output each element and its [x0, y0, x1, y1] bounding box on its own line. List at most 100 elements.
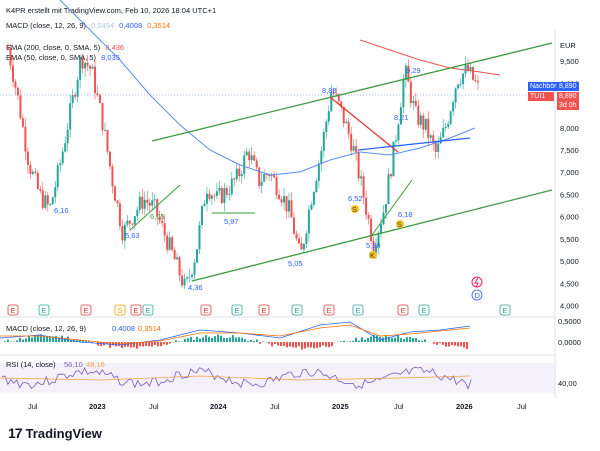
event-marker-shape[interactable]	[471, 289, 483, 301]
macd-hist-bar	[385, 335, 387, 342]
candle-body	[153, 199, 156, 201]
candle-body	[392, 141, 395, 177]
y-tick-label: 5,000	[560, 257, 579, 266]
candle-body	[462, 73, 465, 85]
macd-hist-bar	[199, 338, 201, 342]
event-marker-shape[interactable]	[291, 304, 303, 316]
macd-hist-bar	[277, 342, 279, 346]
macd-hist-bar	[295, 342, 297, 348]
candle-body	[414, 100, 417, 106]
event-marker-label: E	[262, 306, 267, 315]
macd-hist-bar	[367, 337, 369, 342]
candle-body	[141, 196, 144, 209]
x-axis-ticks: Jul 2023 Jul 2024 Jul 2025 Jul 2026 Jul	[28, 402, 527, 411]
candle-body	[218, 187, 221, 192]
annotation-5-97: 5,97	[224, 217, 239, 226]
candle-body	[101, 102, 104, 131]
neckline	[357, 137, 471, 151]
macd-hist-bar	[100, 342, 102, 347]
candle-body	[429, 135, 432, 138]
candle-body	[370, 218, 373, 242]
event-marker-shape[interactable]	[499, 304, 511, 316]
candle-body	[233, 178, 236, 180]
candle-body	[111, 166, 114, 187]
tradingview-brand[interactable]: 17 TradingView	[8, 425, 102, 441]
candle-body	[54, 187, 57, 198]
macd-hist-bar	[10, 341, 12, 342]
event-marker-label: E	[356, 306, 361, 315]
event-marker-shape[interactable]	[130, 304, 142, 316]
candle-body	[71, 94, 74, 104]
candle-body	[171, 237, 174, 250]
event-marker-shape[interactable]	[142, 304, 154, 316]
candle-body	[238, 168, 241, 177]
macd-hist-bar	[460, 342, 462, 347]
event-marker-label: E	[235, 306, 240, 315]
event-marker-shape[interactable]	[7, 304, 19, 316]
candle-body	[188, 276, 191, 278]
candle-body	[424, 118, 427, 130]
macd-hist-bar	[331, 342, 333, 347]
candle-body	[407, 65, 410, 82]
candle-body	[317, 163, 320, 182]
macd-hist-bar	[79, 339, 81, 342]
macd-hist-bar	[163, 342, 165, 345]
macd-hist-bar	[280, 342, 282, 347]
event-marker-shape[interactable]	[80, 304, 92, 316]
candle-body	[434, 142, 437, 152]
candle-body	[300, 243, 303, 250]
candle-body	[220, 187, 223, 203]
candle-body	[255, 160, 258, 168]
macd-hist-bar	[439, 342, 441, 344]
lightning-icon[interactable]	[471, 276, 483, 288]
event-marker-shape[interactable]	[418, 304, 430, 316]
candle-body	[76, 80, 79, 97]
candle-body	[7, 47, 9, 49]
event-marker-shape[interactable]	[200, 304, 212, 316]
ema50-line	[59, 0, 476, 176]
candle-body	[270, 175, 273, 177]
event-marker-shape[interactable]	[323, 304, 335, 316]
annotation-8-88: 8,88	[322, 86, 337, 95]
event-marker-shape[interactable]	[352, 304, 364, 316]
candle-body	[449, 111, 452, 125]
candle-body	[103, 130, 106, 131]
macd-hist-bar	[340, 341, 342, 342]
candle-body	[66, 129, 69, 144]
macd-hist-bar	[211, 337, 213, 342]
candle-body	[439, 137, 442, 144]
macd-hist-bar	[352, 340, 354, 342]
candle-body	[230, 178, 233, 195]
candle-body	[447, 124, 450, 127]
macd-signal-line	[0, 324, 471, 345]
event-marker-label: S	[118, 306, 123, 315]
macd-hist-bar	[142, 342, 144, 347]
macd-hist-bar	[4, 341, 6, 342]
y-tick-label: 6,500	[560, 190, 579, 199]
macd-hist-bar	[424, 339, 426, 342]
macd-hist-bar	[136, 342, 138, 349]
event-marker-shape[interactable]	[397, 304, 409, 316]
candle-body	[210, 195, 213, 199]
x-tick-label: Jul	[517, 402, 527, 411]
candle-body	[84, 62, 87, 69]
macd-hist-bar	[313, 342, 315, 349]
macd-hist-bar	[406, 337, 408, 342]
macd-hist-bar	[85, 340, 87, 342]
y-tick-label: 4,500	[560, 279, 579, 288]
candle-body	[295, 233, 298, 239]
event-marker-shape[interactable]	[38, 304, 50, 316]
macd-hist-bar	[151, 342, 153, 347]
candle-body	[176, 257, 179, 260]
event-marker-shape[interactable]	[231, 304, 243, 316]
event-marker-shape[interactable]	[114, 304, 126, 316]
candle-body	[367, 214, 370, 219]
macd-hist-bar	[223, 338, 225, 342]
candle-body	[59, 163, 62, 166]
macd-hist-bar	[226, 338, 228, 342]
candle-body	[427, 118, 430, 138]
candle-body	[297, 238, 300, 244]
event-marker-label: E	[42, 306, 47, 315]
event-marker-shape[interactable]	[258, 304, 270, 316]
